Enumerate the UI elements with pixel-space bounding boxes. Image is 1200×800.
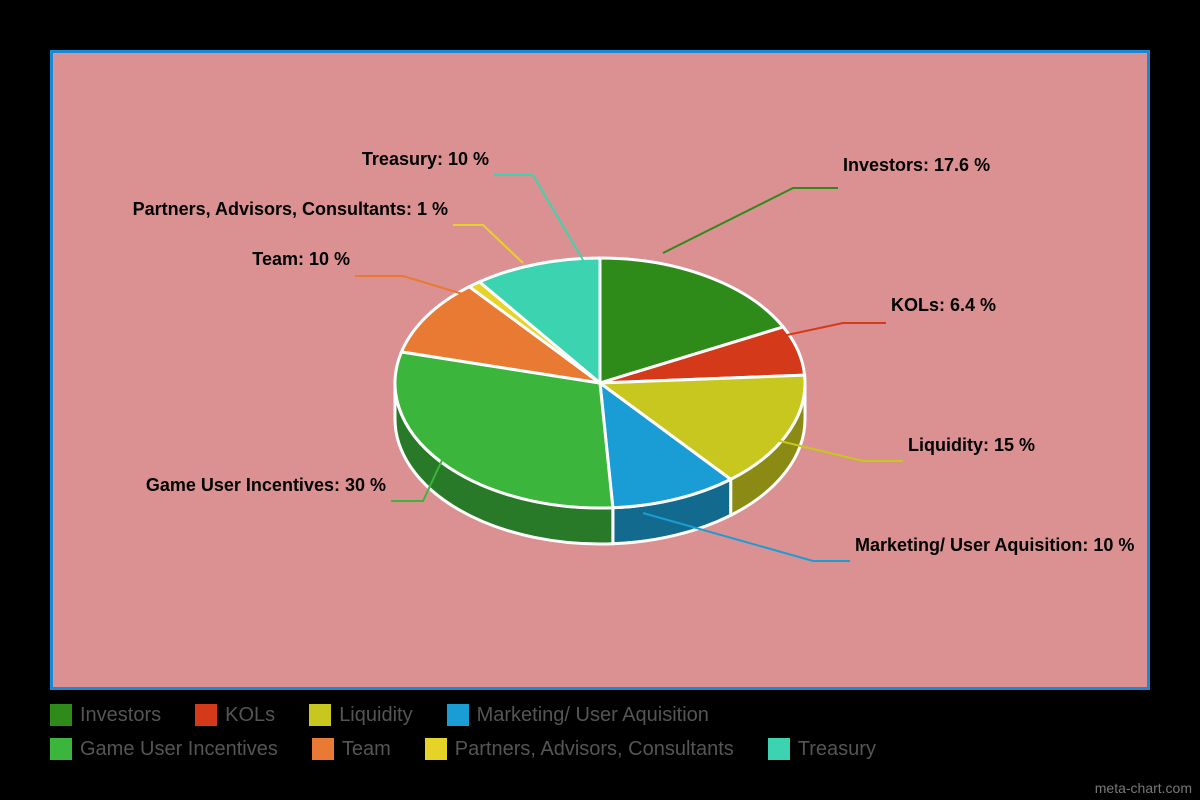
- legend: Investors KOLs Liquidity Marketing/ User Aq…: [50, 700, 1150, 768]
- slice-label: Game User Incentives: 30 %: [146, 475, 386, 495]
- legend-swatch: [50, 738, 72, 760]
- legend-item: Investors: [50, 700, 161, 730]
- legend-swatch: [50, 704, 72, 726]
- legend-item: Liquidity: [309, 700, 412, 730]
- legend-label: KOLs: [225, 700, 275, 730]
- slice-label: KOLs: 6.4 %: [891, 295, 996, 315]
- credit-text: meta-chart.com: [1095, 780, 1192, 796]
- legend-item: Marketing/ User Aquisition: [447, 700, 709, 730]
- legend-swatch: [768, 738, 790, 760]
- legend-label: Marketing/ User Aquisition: [477, 700, 709, 730]
- legend-label: Game User Incentives: [80, 734, 278, 764]
- legend-label: Treasury: [798, 734, 876, 764]
- legend-item: Partners, Advisors, Consultants: [425, 734, 734, 764]
- leader-line: [663, 188, 838, 253]
- legend-swatch: [425, 738, 447, 760]
- slice-label: Liquidity: 15 %: [908, 435, 1035, 455]
- legend-item: Game User Incentives: [50, 734, 278, 764]
- pie-chart: Investors: 17.6 % KOLs: 6.4 % Liquidity: 1…: [53, 53, 1147, 687]
- legend-item: Treasury: [768, 734, 876, 764]
- legend-swatch: [312, 738, 334, 760]
- legend-swatch: [309, 704, 331, 726]
- chart-frame: Investors: 17.6 % KOLs: 6.4 % Liquidity: 1…: [50, 50, 1150, 690]
- slice-label: Marketing/ User Aquisition: 10 %: [855, 535, 1134, 555]
- slice-label: Partners, Advisors, Consultants: 1 %: [133, 199, 448, 219]
- slice-label: Team: 10 %: [252, 249, 350, 269]
- legend-swatch: [447, 704, 469, 726]
- legend-item: Team: [312, 734, 391, 764]
- legend-item: KOLs: [195, 700, 275, 730]
- legend-label: Liquidity: [339, 700, 412, 730]
- legend-label: Team: [342, 734, 391, 764]
- legend-label: Partners, Advisors, Consultants: [455, 734, 734, 764]
- legend-row: Investors KOLs Liquidity Marketing/ User Aq…: [50, 700, 1150, 730]
- legend-label: Investors: [80, 700, 161, 730]
- legend-row: Game User Incentives Team Partners, Adviso…: [50, 734, 1150, 764]
- slice-label: Investors: 17.6 %: [843, 155, 990, 175]
- leader-line: [355, 276, 466, 295]
- slice-label: Treasury: 10 %: [362, 149, 489, 169]
- legend-swatch: [195, 704, 217, 726]
- leader-line: [453, 225, 523, 263]
